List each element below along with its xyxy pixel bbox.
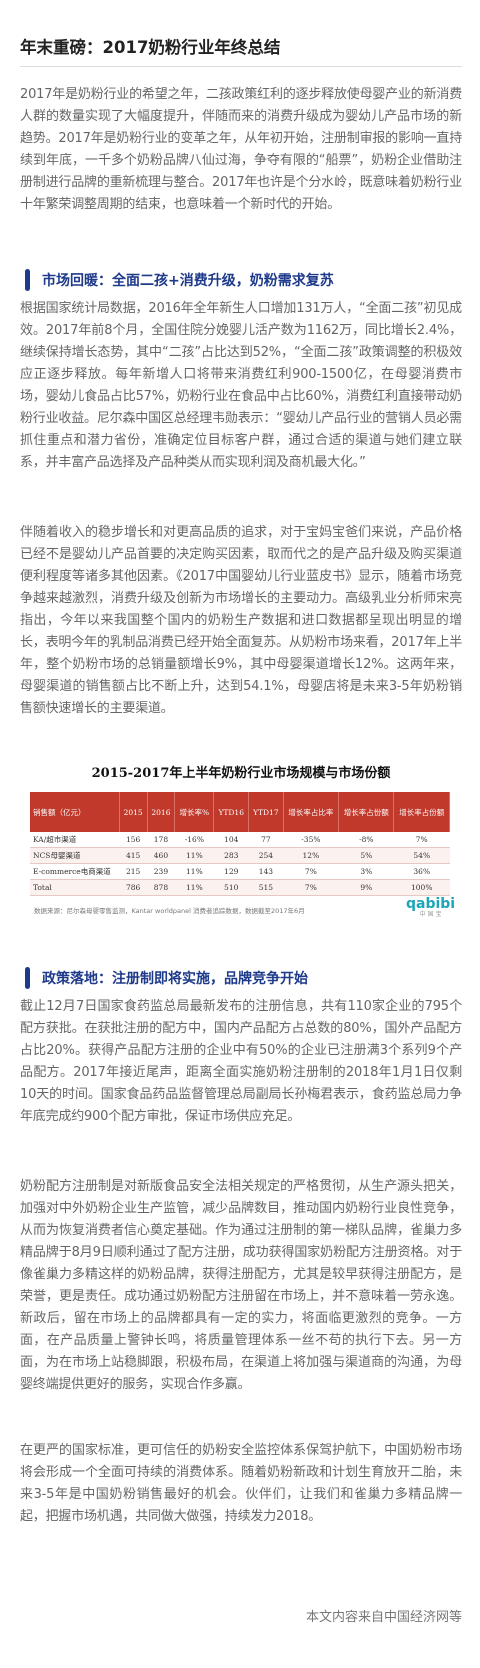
table-cell: 510 [213,879,249,896]
policy-paragraph-1: 截止12月7日国家食药监总局最新发布的注册信息，共有110家企业的795个配方获… [20,999,462,1124]
table-cell: 7% [393,832,450,848]
table-header-cell: 2016 [147,792,176,832]
table-cell: 11% [174,879,214,896]
table-header-cell: 销售额（亿元） [30,792,120,832]
table-cell: E-commerce电商渠道 [30,863,120,880]
table-header-row: 销售额（亿元） 2015 2016 增长率% YTD16 YTD17 增长率占比… [30,792,450,832]
table-cell: 460 [147,847,175,864]
table-cell: 283 [213,847,249,864]
table-cell: 11% [174,847,214,864]
table-cell: -8% [338,832,394,848]
table-cell: 104 [213,832,249,848]
table-cell: -16% [174,832,214,848]
table-header-cell: YTD16 [213,792,250,832]
table-cell: 143 [248,863,284,880]
table-cell: 878 [147,879,175,896]
table-cell: 36% [393,863,450,880]
table-cell: KA/超市渠道 [30,832,120,848]
table-cell: 254 [248,847,284,864]
section-marker [25,967,30,989]
title-divider [20,66,462,67]
policy-paragraph-2: 奶粉配方注册制是对新版食品安全法相关规定的严格贯彻，从生产源头把关，加强对中外奶… [20,1179,462,1392]
table-cell: 215 [119,863,148,880]
table-cell: -35% [283,832,339,848]
section-heading-label: 市场回暖：全面二孩+消费升级，奶粉需求复苏 [42,273,334,289]
table-cell: 9% [338,879,394,896]
table-row: NCS母婴渠道 415 460 11% 283 254 12% 5% 54% [30,847,450,864]
table-cell: 515 [248,879,284,896]
table-cell: 415 [119,847,148,864]
table-header-cell: 2015 [119,792,148,832]
table-cell: NCS母婴渠道 [30,847,120,864]
table-cell: 11% [174,863,214,880]
table-cell: 12% [283,847,339,864]
table-cell: Total [30,879,120,896]
logo-sub-text: 中 国 宝 [419,911,442,918]
table-cell: 100% [393,879,450,896]
intro-paragraph: 2017年是奶粉行业的希望之年，二孩政策红利的逐步释放使母婴产业的新消费人群的数… [20,87,462,212]
table-cell: 7% [283,863,339,880]
section-marker [25,269,30,291]
table-header-cell: YTD17 [248,792,284,832]
table-cell: 3% [338,863,394,880]
figure-source-note: 数据来源：尼尔森母婴零售监测，Kantar worldpanel 消费者追踪数据… [34,907,305,915]
table-header-cell: 增长率占比率 [283,792,340,832]
table-cell: 786 [119,879,148,896]
source-footer: 本文内容来自中国经济网等 [305,1610,462,1625]
market-table-figure: 2015-2017年上半年奶粉行业市场规模与市场份额 销售额（亿元） 2015 … [20,760,462,918]
table-cell: 77 [248,832,284,848]
table-header-cell: 增长率占份额 [393,792,450,832]
table-cell: 54% [393,847,450,864]
logo-brand-text: qabibi [406,896,456,912]
table-header-cell: 增长率占份额 [338,792,395,832]
figure-logo: qabibi 中 国 宝 [406,897,455,919]
table-row: KA/超市渠道 156 178 -16% 104 77 -35% -8% 7% [30,832,450,848]
market-paragraph-2: 伴随着收入的稳步增长和对更高品质的追求，对于宝妈宝爸们来说，产品价格已经不是婴幼… [20,525,462,716]
table-cell: 7% [283,879,339,896]
table-cell: 5% [338,847,394,864]
market-paragraph-1: 根据国家统计局数据，2016年全年新生人口增加131万人，“全面二孩”初见成效。… [20,301,462,470]
table-row: Total 786 878 11% 510 515 7% 9% 100% [30,879,450,896]
table-cell: 129 [213,863,249,880]
market-share-table: 销售额（亿元） 2015 2016 增长率% YTD16 YTD17 增长率占比… [30,792,450,896]
section-heading-label: 政策落地：注册制即将实施，品牌竞争开始 [42,971,308,987]
article-title: 年末重磅：2017奶粉行业年终总结 [20,38,281,57]
policy-paragraph-3: 在更严的国家标准，更可信任的奶粉安全监控体系保驾护航下，中国奶粉市场将会形成一个… [20,1443,462,1524]
table-cell: 239 [147,863,175,880]
table-header-cell: 增长率% [174,792,215,832]
table-cell: 156 [119,832,148,848]
figure-title: 2015-2017年上半年奶粉行业市场规模与市场份额 [91,766,391,781]
table-row: E-commerce电商渠道 215 239 11% 129 143 7% 3%… [30,863,450,880]
table-cell: 178 [147,832,175,848]
